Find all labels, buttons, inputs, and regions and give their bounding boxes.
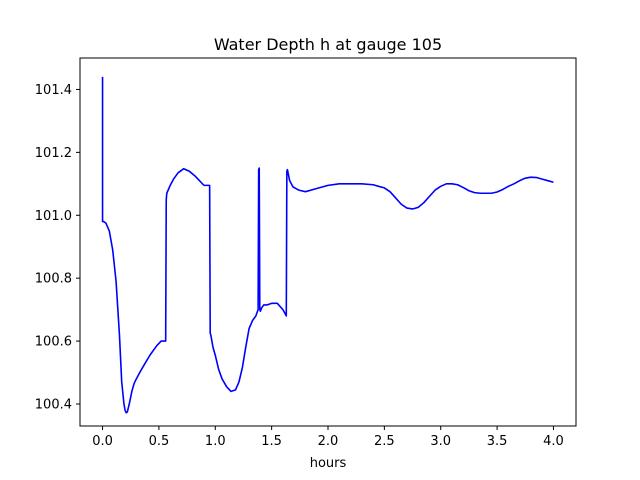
x-axis: 0.0 0.5 1.0 1.5 2.0 2.5 3.0 3.5 4.0 <box>92 426 564 449</box>
y-tick-label: 101.2 <box>35 146 72 161</box>
y-tick-label: 100.4 <box>35 397 72 412</box>
x-tick-label: 2.0 <box>318 434 339 449</box>
y-tick-label: 100.8 <box>35 272 72 287</box>
y-tick-label: 100.6 <box>35 335 72 350</box>
x-axis-label: hours <box>310 456 347 471</box>
plot-area <box>101 76 554 414</box>
chart-title: Water Depth h at gauge 105 <box>214 35 442 54</box>
x-tick-label: 3.5 <box>487 434 508 449</box>
x-tick-label: 1.0 <box>205 434 226 449</box>
y-tick-label: 101.4 <box>35 83 72 98</box>
y-axis: 100.4 100.6 100.8 101.0 101.2 101.4 <box>35 83 80 412</box>
y-tick-label: 101.0 <box>35 209 72 224</box>
series-line-0 <box>101 76 554 414</box>
x-tick-label: 3.0 <box>430 434 451 449</box>
x-tick-label: 0.5 <box>149 434 170 449</box>
x-tick-label: 1.5 <box>261 434 282 449</box>
x-tick-label: 2.5 <box>374 434 395 449</box>
x-tick-label: 0.0 <box>92 434 113 449</box>
x-tick-label: 4.0 <box>543 434 564 449</box>
